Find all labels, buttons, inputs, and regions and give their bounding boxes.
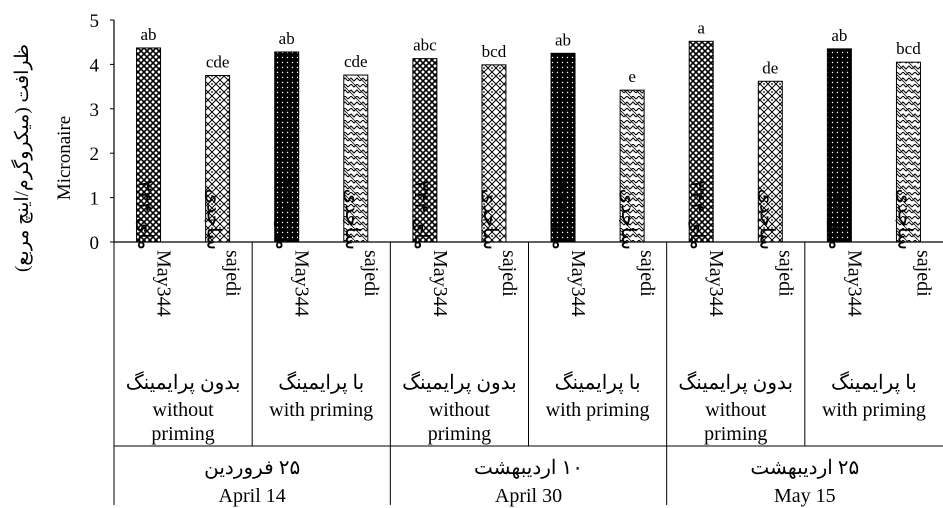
bars (136, 40, 921, 243)
treatment-label-english: priming (151, 423, 214, 445)
treatment-label-persian: بدون پرایمینگ (678, 371, 793, 394)
cultivar-label-persian: ساجدی (617, 189, 639, 250)
significance-letter: cde (344, 52, 368, 71)
cultivar-label-english: May344 (843, 250, 865, 317)
significance-letter: a (697, 18, 705, 37)
cultivar-label-english: sajedi (498, 250, 520, 297)
axes (113, 20, 943, 243)
cultivar-label-english: May344 (429, 250, 451, 317)
cultivar-label-english: sajedi (774, 250, 796, 297)
bar-may344 (274, 51, 300, 243)
date-label-english: April 30 (495, 485, 562, 507)
y-axis-title-persian: ظرافت (میکروگرم/اینچ مربع) (10, 44, 33, 272)
cultivar-label-english: sajedi (360, 250, 382, 297)
bar-sajedi (895, 61, 921, 243)
y-tick-label: 1 (90, 189, 100, 210)
treatment-label-english: without (705, 399, 767, 421)
date-label-english: April 14 (219, 485, 286, 507)
cultivar-label-persian: مای ۳۴۴ (134, 180, 156, 250)
cultivar-label-english: May344 (567, 250, 589, 317)
treatment-label-english: with priming (822, 399, 926, 421)
bar-sajedi (481, 64, 507, 243)
cultivar-label-persian: مای ۳۴۴ (410, 180, 432, 250)
significance-letter: ab (141, 25, 157, 44)
treatment-label-english: without (429, 399, 491, 421)
bar-sajedi (757, 80, 783, 243)
significance-letter: ab (279, 29, 295, 48)
y-tick-label: 4 (90, 55, 100, 76)
bar-sajedi (619, 89, 645, 243)
cultivar-label-persian: ساجدی (893, 189, 915, 250)
cultivar-label-persian: ساجدی (755, 189, 777, 250)
treatment-label-english: with priming (546, 399, 650, 421)
cultivar-label-english: sajedi (636, 250, 658, 297)
cultivar-label-persian: مای ۳۴۴ (686, 180, 708, 250)
date-label-persian: ۲۵ فروردین (204, 457, 300, 479)
treatment-label-english: with priming (269, 399, 373, 421)
treatment-label-persian: بدون پرایمینگ (402, 371, 517, 394)
y-axis-title: ظرافت (میکروگرم/اینچ مربع) Micronaire (10, 44, 75, 272)
cultivar-label-english: sajedi (912, 250, 934, 297)
significance-letter: abc (413, 36, 437, 55)
significance-letter: bcd (482, 42, 507, 61)
date-label-persian: ۱۰ اردیبهشت (474, 457, 583, 479)
y-axis-ticks: 0 1 2 3 4 5 (90, 11, 114, 254)
y-tick-label: 0 (90, 233, 100, 254)
treatment-label-persian: با پرایمینگ (555, 371, 641, 394)
significance-letters: ab cde ab cde abc bcd ab e a de ab bcd (141, 18, 922, 86)
date-label-persian: ۲۵ اردیبهشت (750, 457, 859, 479)
date-labels: ۲۵ فروردین April 14 ۱۰ اردیبهشت April 30 ۲۵ … (204, 457, 859, 507)
significance-letter: ab (555, 30, 571, 49)
cultivar-label-english: May344 (153, 250, 175, 317)
bar-may344 (412, 58, 438, 243)
treatment-label-english: without (153, 399, 215, 421)
cultivar-label-persian: ساجدی (203, 189, 225, 250)
significance-letter: de (762, 58, 778, 77)
treatment-label-english: priming (428, 423, 491, 445)
bar-sajedi (205, 75, 231, 243)
treatment-label-persian: با پرایمینگ (831, 371, 917, 394)
cultivar-label-persian: ساجدی (341, 189, 363, 250)
y-tick-label: 2 (90, 144, 100, 165)
cultivar-label-english: May344 (291, 250, 313, 317)
cultivar-label-english: sajedi (222, 250, 244, 297)
cultivar-label-persian: مای ۳۴۴ (824, 180, 846, 250)
cultivar-label-english: May344 (705, 250, 727, 317)
treatment-label-persian: با پرایمینگ (278, 371, 364, 394)
y-tick-label: 3 (90, 100, 100, 121)
significance-letter: bcd (896, 39, 921, 58)
bar-may344 (550, 52, 576, 243)
significance-letter: cde (206, 53, 230, 72)
bar-may344 (826, 48, 852, 243)
y-tick-label: 5 (90, 11, 100, 32)
cultivar-label-persian: مای ۳۴۴ (548, 180, 570, 250)
category-separators (113, 242, 943, 505)
treatment-label-persian: بدون پرایمینگ (126, 371, 241, 394)
cultivar-label-persian: مای ۳۴۴ (272, 180, 294, 250)
date-label-english: May 15 (774, 485, 836, 507)
significance-letter: e (628, 67, 636, 86)
significance-letter: ab (831, 26, 847, 45)
y-axis-title-english: Micronaire (54, 116, 75, 200)
cultivar-label-persian: ساجدی (479, 189, 501, 250)
treatment-label-english: priming (704, 423, 767, 445)
